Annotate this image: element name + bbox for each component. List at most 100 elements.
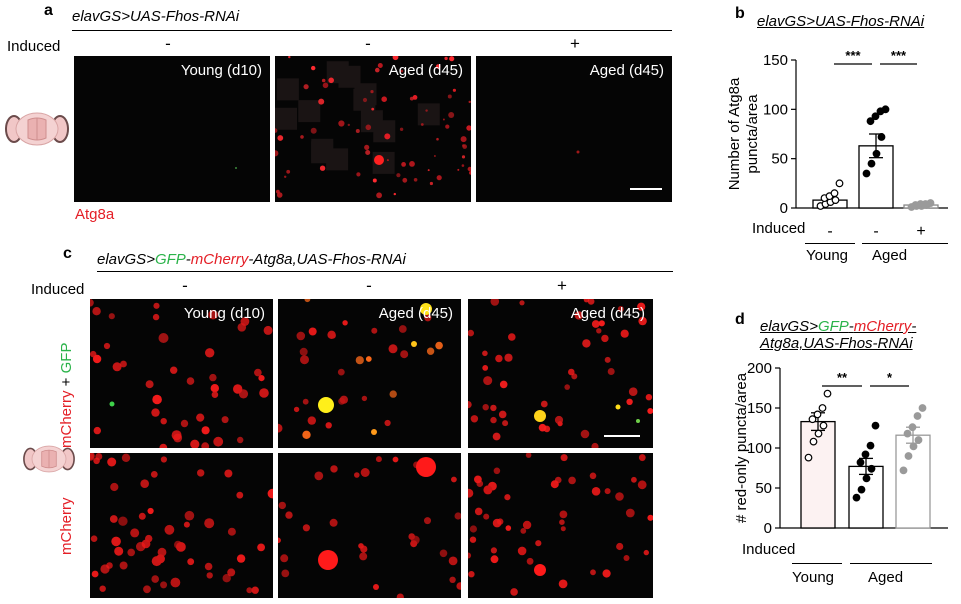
punctum [311, 65, 316, 71]
tile-artifact [354, 83, 377, 106]
punctum [393, 192, 396, 196]
data-point [835, 179, 844, 188]
punctum [386, 159, 389, 162]
punctum [365, 124, 372, 131]
punctum [631, 476, 637, 483]
punctum [424, 517, 431, 525]
data-point [808, 415, 817, 424]
tile-artifact [326, 148, 349, 171]
punctum [499, 380, 508, 389]
punctum [420, 123, 424, 126]
micrograph-c-mcherry-young [90, 453, 273, 598]
punctum [420, 303, 432, 315]
punctum [396, 173, 401, 178]
punctum [263, 325, 273, 335]
punctum [574, 311, 583, 320]
panel-d-letter: d [735, 311, 745, 328]
punctum [275, 150, 279, 157]
punctum [445, 124, 450, 129]
punctum [371, 327, 378, 334]
punctum [276, 189, 280, 194]
genotype-prefix: elavGS> [760, 318, 818, 335]
micrograph-caption: Young (d10) [180, 62, 262, 79]
punctum [388, 344, 398, 354]
tile-artifact [338, 65, 361, 88]
punctum [568, 476, 576, 485]
punctum [490, 404, 497, 412]
punctum [201, 442, 210, 448]
micrograph-caption: Young (d10) [183, 305, 265, 322]
panel-c-induced-1: - [182, 276, 188, 295]
punctum [180, 419, 189, 428]
punctum [568, 368, 575, 376]
punctum [564, 384, 570, 390]
panel-a-title-rule [72, 30, 672, 31]
punctum [338, 397, 346, 405]
panel-c-letter: c [63, 245, 72, 262]
punctum [392, 56, 399, 61]
punctum [300, 355, 309, 365]
panel-a-induced-3: + [570, 34, 580, 53]
panel-c-induced-3: + [557, 276, 567, 295]
significance-label: *** [845, 48, 861, 63]
tile-artifact [276, 78, 299, 101]
punctum [152, 313, 160, 321]
punctum [469, 171, 471, 175]
punctum [278, 423, 283, 433]
punctum [153, 302, 160, 309]
punctum [449, 56, 455, 62]
punctum [364, 144, 370, 150]
punctum [277, 135, 284, 141]
tile-artifact [298, 100, 321, 123]
punctum [308, 327, 317, 336]
chart-b: 0 50 100 150 Number of Atg8apuncta/area - - + **… [726, 44, 956, 272]
punctum [318, 98, 325, 105]
puncta-layer [275, 56, 471, 199]
bar [800, 420, 836, 529]
punctum [468, 401, 472, 409]
punctum [483, 376, 493, 386]
punctum [280, 554, 289, 563]
punctum [372, 178, 377, 183]
punctum [402, 177, 408, 183]
punctum [505, 525, 512, 531]
punctum [361, 395, 368, 402]
puncta-layer [576, 150, 662, 190]
label-mcherry: mCherry [58, 390, 75, 448]
data-point [909, 442, 918, 451]
stain-label-atg8a: Atg8a [75, 206, 115, 223]
punctum [118, 516, 128, 526]
punctum [90, 535, 98, 542]
punctum [330, 465, 338, 473]
punctum [483, 513, 490, 520]
data-point [809, 437, 818, 446]
induced-sign: - [827, 223, 832, 240]
panel-b-young-rule [805, 243, 855, 244]
data-point [867, 464, 876, 473]
punctum [519, 300, 525, 306]
micrograph-caption: Aged (d45) [589, 62, 664, 79]
punctum [412, 95, 418, 100]
punctum [108, 313, 115, 320]
punctum [302, 524, 310, 532]
puncta-layer [90, 453, 273, 594]
data-point [804, 453, 813, 462]
genotype-dash: - [185, 251, 191, 268]
panel-d-young-rule [792, 563, 842, 564]
punctum [206, 572, 213, 579]
punctum [645, 394, 653, 401]
data-point [913, 412, 922, 420]
y-tick-label: 50 [755, 480, 772, 497]
punctum [303, 84, 309, 90]
punctum [300, 135, 304, 139]
punctum [435, 64, 441, 69]
punctum [602, 569, 611, 578]
punctum [457, 168, 460, 171]
punctum [451, 476, 457, 483]
punctum [329, 518, 338, 527]
punctum [628, 387, 638, 396]
punctum [492, 518, 502, 528]
punctum [227, 527, 236, 536]
punctum [377, 63, 383, 68]
data-point [926, 199, 935, 207]
